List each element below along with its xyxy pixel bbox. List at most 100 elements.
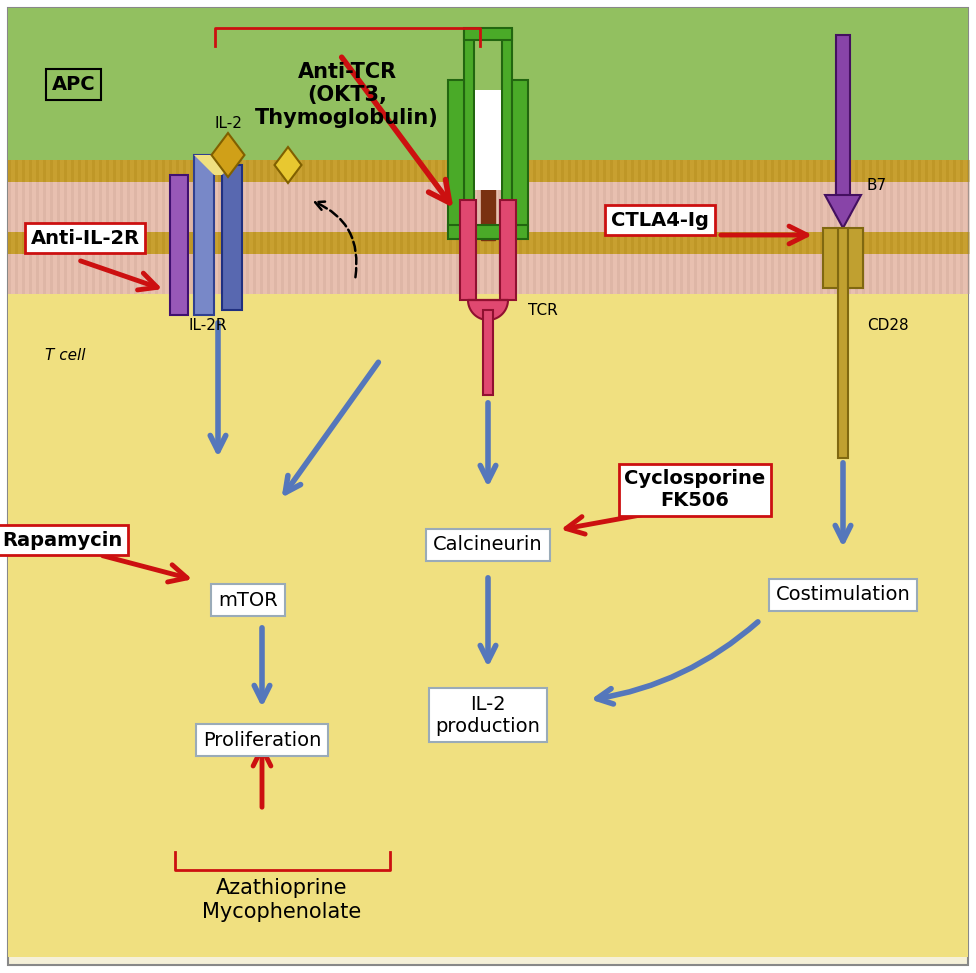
Bar	[659, 232, 662, 254]
Bar	[85, 160, 88, 182]
Bar	[561, 232, 564, 254]
Bar	[855, 182, 858, 232]
Bar	[925, 254, 928, 294]
Bar	[309, 160, 312, 182]
Polygon shape	[212, 133, 245, 177]
Bar	[771, 160, 774, 182]
Bar	[708, 182, 711, 232]
Bar	[176, 232, 179, 254]
Bar	[414, 182, 417, 232]
Bar	[449, 182, 452, 232]
Bar	[393, 232, 396, 254]
Bar	[694, 254, 697, 294]
Bar	[225, 254, 228, 294]
Bar	[498, 160, 501, 182]
Bar	[274, 160, 277, 182]
Bar	[911, 160, 914, 182]
Bar	[155, 160, 158, 182]
Bar	[106, 160, 109, 182]
Bar	[862, 232, 865, 254]
Bar	[617, 160, 620, 182]
Bar	[932, 160, 935, 182]
Bar	[533, 182, 536, 232]
Bar	[848, 160, 851, 182]
Bar	[232, 182, 235, 232]
Bar	[836, 35, 850, 215]
Bar	[372, 182, 375, 232]
Bar	[785, 160, 788, 182]
Bar	[57, 232, 60, 254]
Bar	[596, 232, 599, 254]
Bar	[309, 254, 312, 294]
Bar	[337, 160, 340, 182]
Bar	[505, 254, 508, 294]
Bar	[743, 254, 746, 294]
Bar	[799, 182, 802, 232]
Bar	[568, 182, 571, 232]
Bar	[848, 228, 863, 288]
Bar	[8, 160, 968, 182]
Bar	[456, 232, 459, 254]
Bar	[729, 182, 732, 232]
Bar	[22, 254, 25, 294]
Bar	[194, 155, 214, 315]
Bar	[407, 232, 410, 254]
Bar	[708, 232, 711, 254]
Bar	[222, 165, 242, 310]
Bar	[386, 160, 389, 182]
Bar	[631, 182, 634, 232]
Bar	[715, 182, 718, 232]
Bar	[99, 254, 102, 294]
Bar	[687, 254, 690, 294]
Bar	[190, 182, 193, 232]
Bar	[148, 182, 151, 232]
Bar	[505, 160, 508, 182]
Bar	[715, 160, 718, 182]
Bar	[239, 254, 242, 294]
Bar	[967, 160, 970, 182]
Bar	[743, 232, 746, 254]
Bar	[204, 232, 207, 254]
Bar	[8, 294, 968, 957]
Bar	[260, 160, 263, 182]
Text: B7: B7	[867, 178, 887, 193]
Bar	[127, 254, 130, 294]
Bar	[43, 160, 46, 182]
Bar	[267, 232, 270, 254]
Bar	[288, 254, 291, 294]
Bar	[43, 182, 46, 232]
Bar	[358, 232, 361, 254]
Bar	[610, 182, 613, 232]
Bar	[869, 160, 872, 182]
Bar	[953, 232, 956, 254]
Bar	[197, 232, 200, 254]
Bar	[799, 254, 802, 294]
Bar	[176, 182, 179, 232]
Bar	[358, 182, 361, 232]
Bar	[757, 254, 760, 294]
Bar	[386, 254, 389, 294]
Bar	[316, 232, 319, 254]
Bar	[50, 232, 53, 254]
Bar	[50, 254, 53, 294]
Bar	[484, 160, 487, 182]
Bar	[617, 232, 620, 254]
Bar	[344, 254, 347, 294]
Bar	[449, 160, 452, 182]
Bar	[869, 232, 872, 254]
Bar	[897, 232, 900, 254]
Bar	[309, 232, 312, 254]
Bar	[554, 182, 557, 232]
Bar	[848, 182, 851, 232]
Bar	[71, 182, 74, 232]
Bar	[568, 254, 571, 294]
Bar	[743, 160, 746, 182]
Bar	[288, 232, 291, 254]
Bar	[393, 254, 396, 294]
Bar	[475, 90, 501, 190]
Bar	[134, 160, 137, 182]
Bar	[463, 232, 466, 254]
Bar	[890, 254, 893, 294]
Bar	[78, 232, 81, 254]
Bar	[64, 254, 67, 294]
